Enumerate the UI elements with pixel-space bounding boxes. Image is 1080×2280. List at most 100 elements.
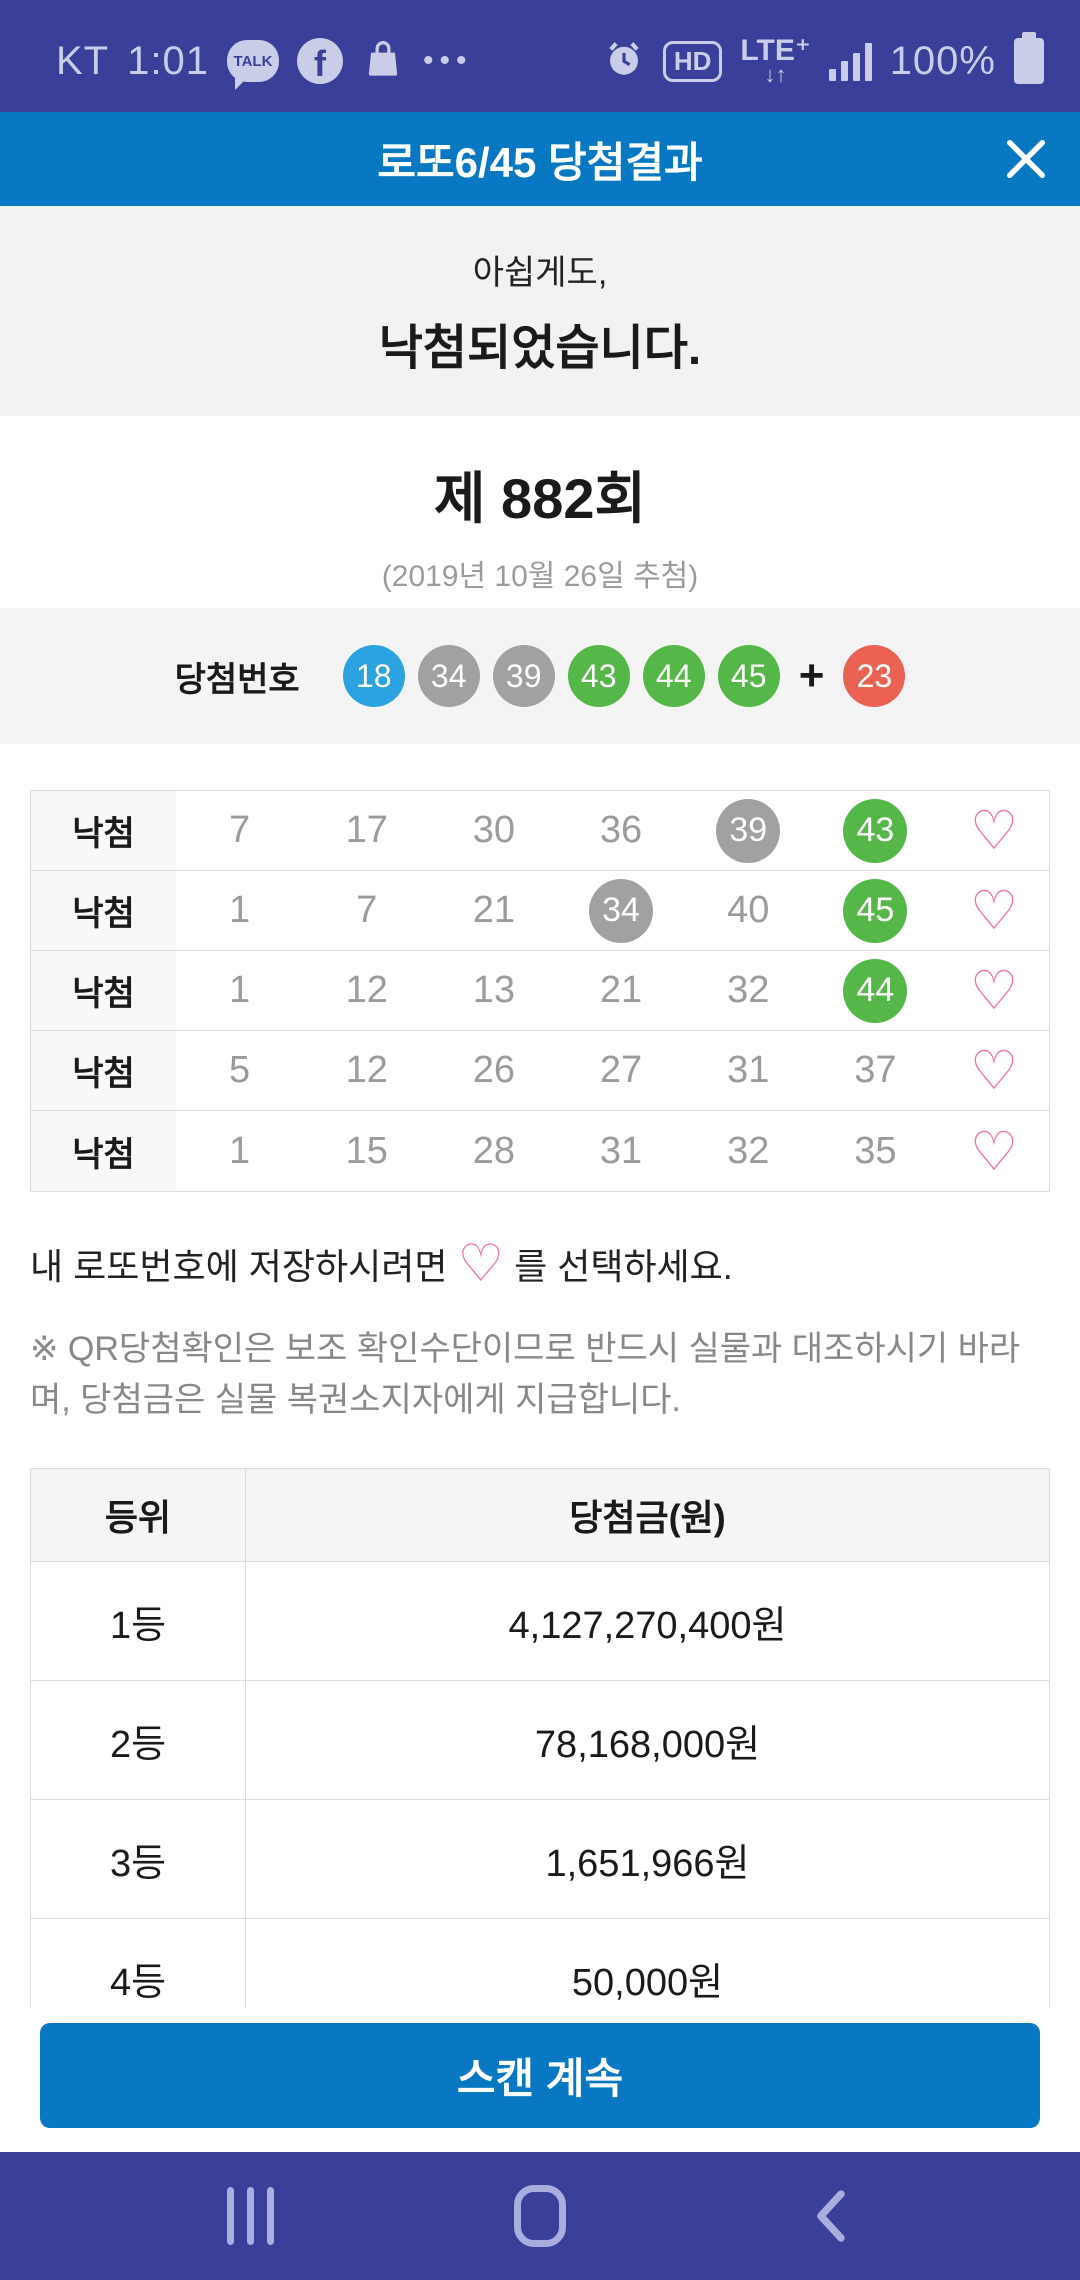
number-cell: 28 [472,1129,516,1172]
number-cell: 32 [727,969,770,1011]
app-header: 로또6/45 당첨결과 [0,112,1080,206]
prize-rank: 4등 [31,1919,246,2037]
save-heart-button[interactable]: ♡ [969,1041,1019,1101]
game-status-label: 낙첨 [31,951,176,1030]
save-heart-button[interactable]: ♡ [969,801,1019,861]
number-cell: 37 [854,1049,897,1091]
hd-voice-icon: HD [662,40,723,82]
number-cell: 13 [472,969,516,1011]
number-cell: 1 [229,1129,251,1172]
winning-ball: 45 [717,645,780,707]
continue-scan-button[interactable]: 스캔 계속 [40,2023,1040,2128]
prize-amount-header: 당첨금(원) [569,1497,726,1538]
number-cell: 15 [345,1129,388,1172]
winning-balls: 18 34 39 43 44 45 +23 [342,645,906,707]
matched-number-ball: 34 [589,878,654,943]
number-cell: 12 [345,969,388,1011]
game-status-label: 낙첨 [31,871,176,950]
prize-amount: 78,168,000원 [534,1723,761,1766]
prize-amount: 50,000원 [571,1961,724,2004]
number-cell: 39 [685,798,812,863]
number-cell: 1 [229,889,251,931]
save-hint: 내 로또번호에 저장하시려면 ♡ 를 선택하세요. [30,1234,1050,1294]
matched-number-ball: 43 [843,798,908,863]
plus-sign: + [798,651,825,700]
number-cell: 30 [472,809,516,851]
number-cell: 7 [356,889,378,931]
save-heart-button[interactable]: ♡ [969,881,1019,941]
number-cell: 7 [229,809,251,851]
number-cell: 21 [599,969,643,1011]
recents-button[interactable] [215,2181,285,2251]
game-status-label: 낙첨 [31,1031,176,1110]
save-heart-button[interactable]: ♡ [969,1121,1019,1182]
prize-rank-header: 등위 [31,1469,246,1561]
game-row: 낙첨 7 17 30 36 39 43 ♡ [31,791,1049,871]
prize-amount: 1,651,966원 [545,1842,750,1885]
heart-icon: ♡ [457,1235,505,1293]
footer: 스캔 계속 [0,2008,1080,2280]
number-cell: 34 [557,878,684,943]
prize-rank: 3등 [31,1800,246,1918]
winning-numbers-box: 당첨번호 18 34 39 43 44 45 +23 [0,608,1080,744]
result-banner-sub: 아쉽게도, [472,253,608,292]
number-cell: 45 [812,878,939,943]
my-numbers-table: 낙첨 7 17 30 36 39 43 ♡ 낙첨 1 7 21 34 40 45 ♡ 낙첨 1 12 13 21 32 44… [30,790,1050,1192]
number-cell: 32 [727,1129,770,1172]
result-banner: 아쉽게도, 낙첨되었습니다. [0,206,1080,416]
draw-date: (2019년 10월 26일 추첨) [381,560,699,593]
game-row: 낙첨 1 15 28 31 32 35 ♡ [31,1111,1049,1191]
game-status-label: 낙첨 [31,791,176,870]
shopping-bag-notification-icon [361,37,405,86]
more-notifications-icon: ••• [422,44,473,77]
prize-table-body: 1등 4,127,270,400원 2등 78,168,000원 3등 1,651,966… [31,1562,1049,2037]
prize-row: 2등 78,168,000원 [31,1681,1049,1800]
game-row: 낙첨 1 7 21 34 40 45 ♡ [31,871,1049,951]
signal-strength-icon [828,41,872,81]
prize-rank: 1등 [31,1562,246,1680]
home-button[interactable] [505,2181,575,2251]
game-row: 낙첨 1 12 13 21 32 44 ♡ [31,951,1049,1031]
number-cell: 44 [812,958,939,1023]
number-cell: 31 [727,1049,770,1091]
winning-ball: 44 [642,645,705,707]
kakaotalk-notification-icon: TALK [226,40,279,90]
prize-row: 4등 50,000원 [31,1919,1049,2037]
android-nav-bar [0,2152,1080,2280]
alarm-icon [603,38,645,85]
number-cell: 27 [599,1049,643,1091]
status-bar: KT 1:01 TALK f ••• HD LTE⁺ [0,0,1080,112]
number-cell: 17 [345,809,388,851]
round-number: 제 882회 [433,467,647,530]
facebook-notification-icon: f [296,38,343,84]
game-row: 낙첨 5 12 26 27 31 37 ♡ [31,1031,1049,1111]
number-cell: 12 [345,1049,388,1091]
number-cell: 43 [812,798,939,863]
number-cell: 36 [599,809,643,851]
number-cell: 26 [472,1049,516,1091]
number-cell: 31 [599,1129,643,1172]
number-cell: 40 [727,889,770,931]
scan-button-area: 스캔 계속 [0,2008,1080,2152]
number-cell: 5 [229,1049,251,1091]
qr-notice: ※ QR당첨확인은 보조 확인수단이므로 반드시 실물과 대조하시기 바라며, … [30,1330,1021,1419]
battery-icon [1014,32,1044,84]
save-hint-after: 를 선택하세요. [514,1246,733,1287]
lte-network-icon: LTE⁺ ↓↑ [740,34,811,87]
winning-ball: 39 [492,645,555,707]
save-heart-button[interactable]: ♡ [969,961,1019,1021]
matched-number-ball: 39 [716,798,781,863]
prize-row: 3등 1,651,966원 [31,1800,1049,1919]
number-cell: 21 [472,889,516,931]
back-button[interactable] [795,2181,865,2251]
save-hint-before: 내 로또번호에 저장하시려면 [30,1246,448,1287]
page-title: 로또6/45 당첨결과 [377,138,703,186]
number-cell: 1 [229,969,251,1011]
prize-row: 1등 4,127,270,400원 [31,1562,1049,1681]
winning-numbers-label: 당첨번호 [174,660,300,699]
close-button[interactable] [998,131,1054,187]
matched-number-ball: 45 [843,878,908,943]
winning-ball: 34 [417,645,480,707]
game-status-label: 낙첨 [31,1111,176,1191]
